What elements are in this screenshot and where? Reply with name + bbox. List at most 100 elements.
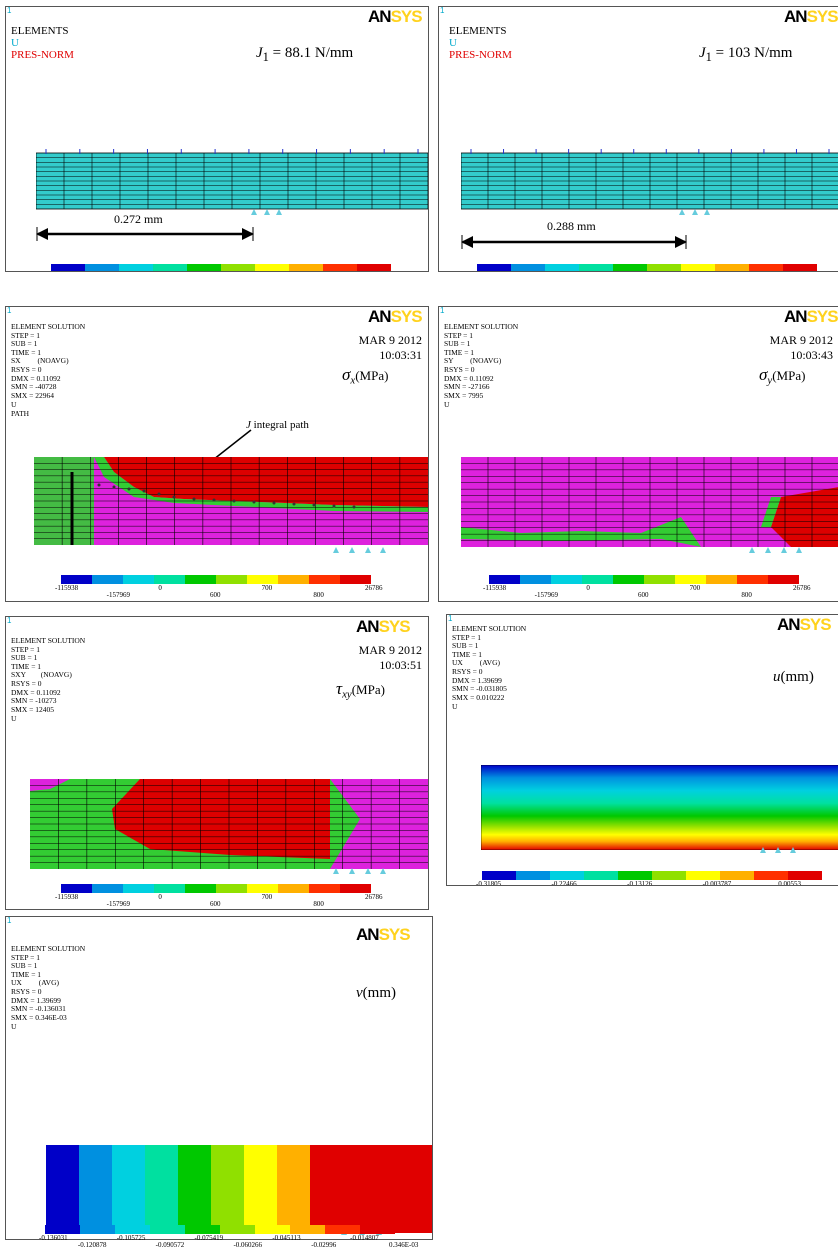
legend-swatch xyxy=(323,264,357,271)
path-point xyxy=(272,501,276,505)
legend-swatch xyxy=(644,575,675,584)
dimension-label: 0.288 mm xyxy=(547,219,596,233)
legend-value: -0.120878 xyxy=(77,1241,107,1249)
legend-swatch xyxy=(511,264,545,271)
legend-value: -115938 xyxy=(483,584,507,592)
legend-swatch xyxy=(579,264,613,271)
panel-tau-xy: 1 ANSYS ELEMENT SOLUTION STEP = 1 SUB = … xyxy=(5,616,429,910)
legend-swatch xyxy=(80,1225,115,1234)
legend-value: -0.105725 xyxy=(116,1234,146,1242)
path-point xyxy=(352,505,356,509)
legend-swatch xyxy=(788,871,822,880)
support-triangle xyxy=(704,209,710,215)
legend-swatch xyxy=(45,1225,80,1234)
path-point xyxy=(97,483,101,487)
legend-swatch xyxy=(221,264,255,271)
legend-value: 0 xyxy=(586,584,590,592)
legend-swatch xyxy=(51,264,85,271)
dimension-arrow xyxy=(461,235,687,249)
legend-swatch xyxy=(185,1225,220,1234)
support-triangle xyxy=(365,547,371,553)
legend-value: -0.090572 xyxy=(155,1241,185,1249)
quantity-label: u(mm) xyxy=(773,669,814,685)
support-triangle xyxy=(760,847,766,853)
legend-swatch xyxy=(340,884,371,893)
quantity-label: v(mm) xyxy=(356,985,396,1001)
ansys-logo: ANSYS xyxy=(368,307,423,326)
plot-date: MAR 9 2012 10:03:43 xyxy=(769,333,833,362)
contour-plot xyxy=(481,765,838,850)
support-triangle xyxy=(333,868,339,874)
plot-date: MAR 9 2012 10:03:31 xyxy=(358,333,422,362)
legend-value: 600 xyxy=(638,591,649,599)
legend-swatch xyxy=(551,575,582,584)
u-label: U xyxy=(11,37,19,49)
support-triangle xyxy=(365,868,371,874)
support-triangle xyxy=(380,868,386,874)
legend-swatch xyxy=(85,264,119,271)
ansys-logo: ANSYS xyxy=(777,615,832,634)
legend-value: 700 xyxy=(261,584,273,592)
pres-norm-label: PRES-NORM xyxy=(449,49,512,61)
path-point xyxy=(127,487,131,491)
elements-label: ELEMENTS xyxy=(449,25,507,37)
legend-swatch xyxy=(613,575,644,584)
legend-swatch xyxy=(290,1225,325,1234)
legend-value: -115938 xyxy=(55,584,79,592)
legend-value: -0.22466 xyxy=(551,880,577,886)
support-triangle xyxy=(380,547,386,553)
panel-sigma-x: 1 ANSYS ELEMENT SOLUTION STEP = 1 SUB = … xyxy=(5,306,429,602)
u-label: U xyxy=(11,1022,17,1031)
legend-swatch xyxy=(92,575,123,584)
legend-swatch xyxy=(550,871,584,880)
legend-value: 700 xyxy=(261,893,273,901)
support-triangle xyxy=(349,547,355,553)
legend-swatch xyxy=(647,264,681,271)
legend-value: 800 xyxy=(313,591,324,599)
legend-swatch xyxy=(675,575,706,584)
legend-value: -0.136031 xyxy=(39,1234,68,1242)
legend-value: -157969 xyxy=(106,900,130,908)
legend-swatch xyxy=(187,264,221,271)
legend-value: -0.075419 xyxy=(194,1234,224,1242)
plot-date: MAR 9 2012 10:03:51 xyxy=(358,643,422,672)
legend-swatch xyxy=(123,575,154,584)
legend-value: 800 xyxy=(313,900,324,908)
legend-swatch xyxy=(247,575,278,584)
panel-elements-j1-88: 1 ANSYS ELEMENTS U PRES-NORM J1 = 88.1 N… xyxy=(5,6,429,272)
legend-swatch xyxy=(115,1225,150,1234)
legend-swatch xyxy=(153,264,187,271)
solution-header: ELEMENT SOLUTION STEP = 1 SUB = 1 TIME =… xyxy=(11,636,86,714)
legend-swatch xyxy=(278,575,309,584)
j-integral-value: J1 = 88.1 N/mm xyxy=(256,45,354,64)
legend-value: 26786 xyxy=(365,584,383,592)
legend-swatch xyxy=(584,871,618,880)
legend-swatch xyxy=(154,884,185,893)
legend-swatch xyxy=(119,264,153,271)
path-label: PATH xyxy=(11,409,30,418)
path-point xyxy=(172,495,176,499)
legend-value: 0.00553 xyxy=(778,880,801,886)
plot-legend-text: ELEMENTS U PRES-NORM xyxy=(11,25,74,61)
legend-swatch xyxy=(92,884,123,893)
legend-swatch xyxy=(686,871,720,880)
color-legend xyxy=(477,264,817,271)
u-label: U xyxy=(452,702,458,711)
legend-swatch xyxy=(357,264,391,271)
contour-band xyxy=(178,1145,212,1233)
legend-value: -0.060266 xyxy=(233,1241,263,1249)
solution-header: ELEMENT SOLUTION STEP = 1 SUB = 1 TIME =… xyxy=(11,322,86,400)
path-point xyxy=(232,499,236,503)
legend-swatch xyxy=(516,871,550,880)
ansys-logo: ANSYS xyxy=(356,617,411,636)
legend-value: 600 xyxy=(210,591,221,599)
u-label: U xyxy=(11,400,17,409)
legend-swatch xyxy=(545,264,579,271)
path-point xyxy=(142,489,146,493)
window-number: 1 xyxy=(440,6,445,15)
color-legend xyxy=(489,575,799,584)
legend-swatch xyxy=(255,1225,290,1234)
legend-swatch xyxy=(216,575,247,584)
solution-header: ELEMENT SOLUTION STEP = 1 SUB = 1 TIME =… xyxy=(11,944,86,1022)
legend-swatch xyxy=(150,1225,185,1234)
